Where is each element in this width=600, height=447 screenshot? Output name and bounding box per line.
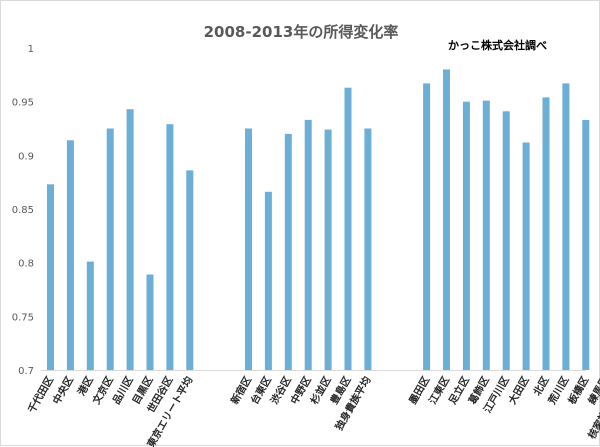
x-category-label: 北区: [530, 374, 551, 398]
x-category-label: 大田区: [505, 374, 531, 406]
y-tick-label: 0.7: [18, 366, 34, 377]
y-tick-label: 0.85: [12, 205, 34, 216]
bar: [364, 128, 372, 370]
bar: [423, 83, 431, 371]
bar: [502, 111, 510, 371]
bar: [86, 261, 94, 370]
bar: [284, 133, 292, 370]
bar: [264, 191, 272, 370]
bar: [146, 274, 154, 370]
bar: [344, 87, 352, 370]
bar: [186, 170, 194, 370]
x-category-label: 中央区: [50, 374, 76, 406]
bar: [126, 109, 134, 370]
bar: [542, 97, 550, 371]
y-tick-label: 1: [28, 44, 34, 55]
bar: [462, 101, 470, 370]
bar: [522, 142, 530, 370]
bars: [47, 69, 590, 371]
bar: [482, 100, 490, 370]
bar: [443, 69, 450, 370]
bar: [66, 140, 74, 370]
x-category-label: 千代田区: [25, 374, 56, 415]
y-axis: 0.7 0.75 0.8 0.85 0.9 0.95 1: [12, 44, 586, 377]
bar: [47, 184, 54, 370]
y-tick-label: 0.8: [18, 259, 34, 270]
bar: [562, 83, 570, 371]
bar: [582, 119, 590, 371]
bar: [324, 129, 332, 370]
y-tick-label: 0.95: [12, 98, 34, 109]
bar: [106, 128, 114, 370]
y-tick-label: 0.75: [12, 312, 34, 323]
chart-title: 2008-2013年の所得変化率: [203, 23, 399, 41]
bar: [245, 128, 252, 370]
source-annotation: かっこ株式会社調べ: [448, 39, 547, 52]
x-category-label: 港区: [75, 374, 96, 398]
y-tick-label: 0.9: [18, 151, 34, 162]
bar: [166, 124, 174, 370]
bar: [304, 119, 312, 371]
